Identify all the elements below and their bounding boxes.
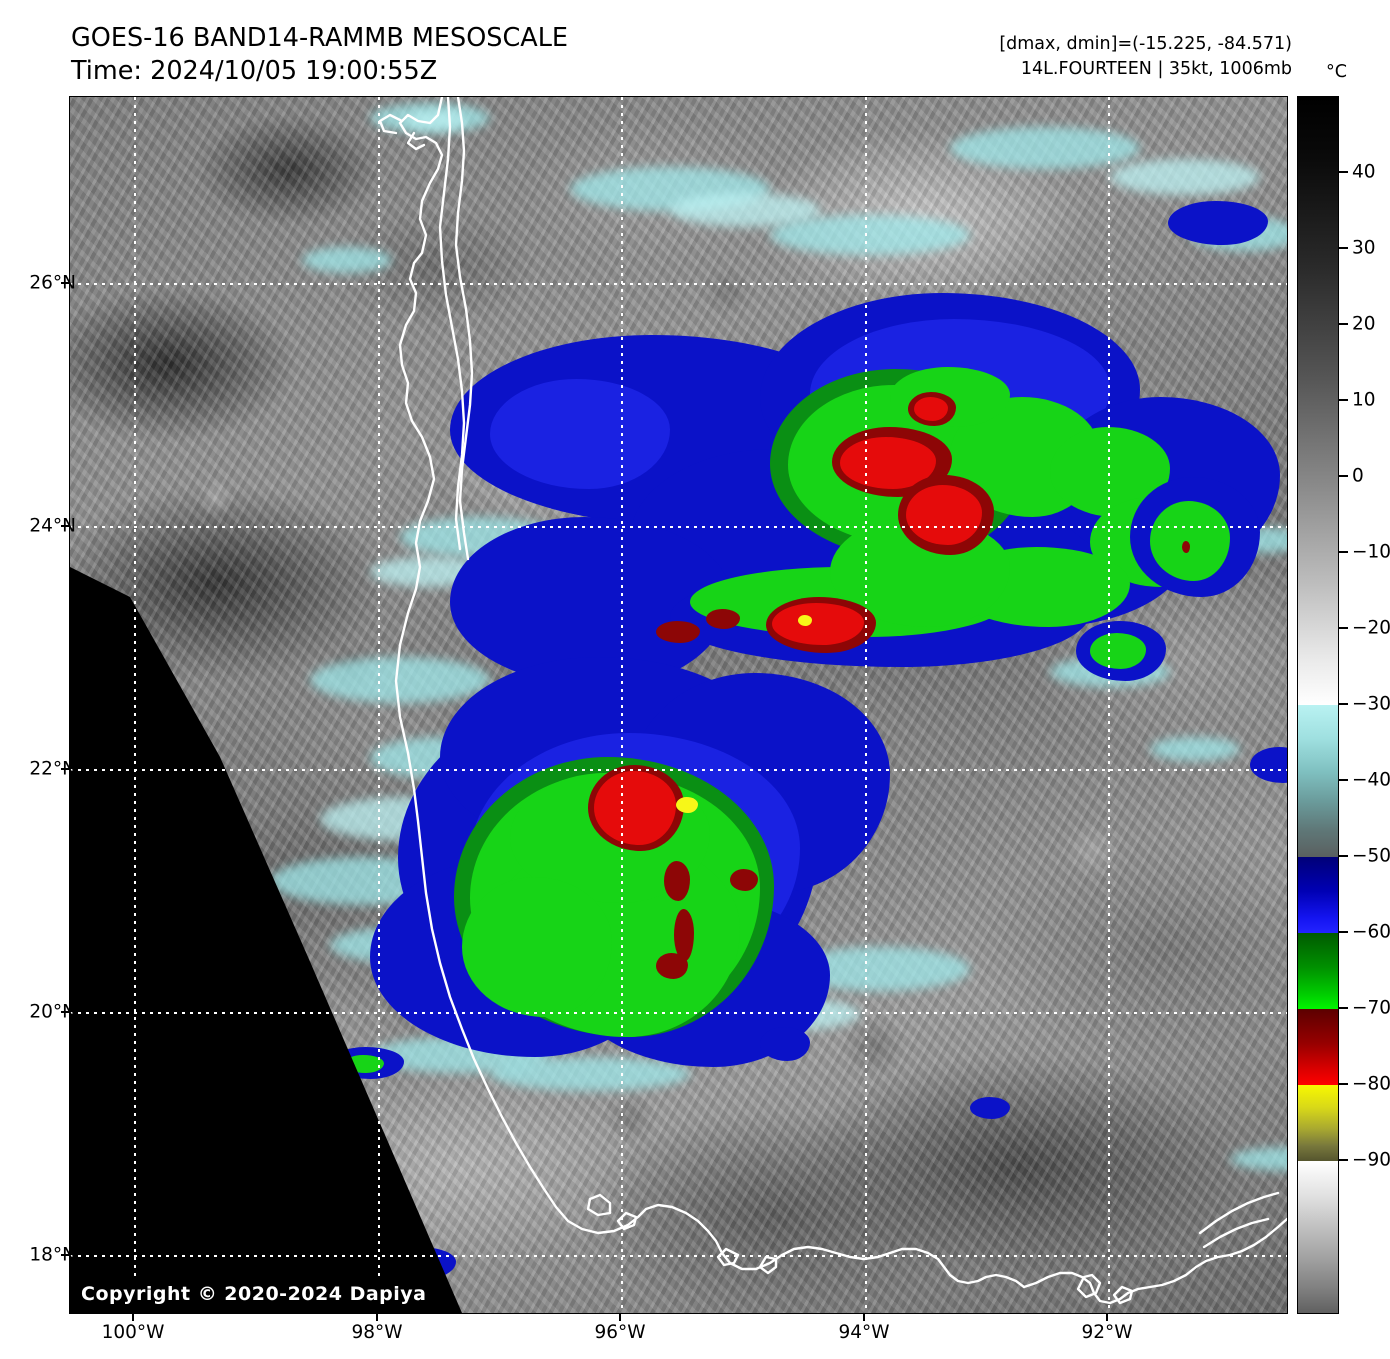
- page-title: GOES-16 BAND14-RAMMB MESOSCALE Time: 202…: [71, 22, 568, 88]
- colorbar[interactable]: [1297, 96, 1339, 1314]
- x-tick-label: 98°W: [351, 1322, 403, 1343]
- colorbar-tick-label: −10: [1352, 541, 1390, 563]
- colorbar-gradient: [1298, 97, 1338, 1313]
- colorbar-tick-label: −30: [1352, 693, 1390, 715]
- data-range-text: [dmax, dmin]=(-15.225, -84.571): [999, 34, 1292, 54]
- colorbar-tick-label: 10: [1352, 389, 1376, 411]
- title-line-2: Time: 2024/10/05 19:00:55Z: [71, 56, 438, 86]
- x-tick-label: 100°W: [101, 1322, 165, 1343]
- no-data-region: [70, 567, 462, 1313]
- colorbar-tick-label: 40: [1352, 161, 1376, 183]
- y-tick-label: 26°N: [29, 272, 76, 294]
- colorbar-unit-label: °C: [1326, 62, 1347, 82]
- x-tick-label: 96°W: [594, 1322, 646, 1343]
- colorbar-tick-label: 20: [1352, 313, 1376, 335]
- copyright-watermark: Copyright © 2020-2024 Dapiya: [69, 1277, 439, 1312]
- colorbar-tick-label: −90: [1352, 1149, 1390, 1171]
- metadata-block: [dmax, dmin]=(-15.225, -84.571) 14L.FOUR…: [999, 32, 1292, 82]
- colorbar-tick-label: −20: [1352, 617, 1390, 639]
- colorbar-tick-label: 0: [1352, 465, 1364, 487]
- storm-info-text: 14L.FOURTEEN | 35kt, 1006mb: [1020, 59, 1292, 79]
- y-tick-label: 22°N: [29, 758, 76, 780]
- x-tick-label: 94°W: [838, 1322, 890, 1343]
- y-tick-label: 24°N: [29, 515, 76, 537]
- satellite-image-plot[interactable]: [69, 96, 1288, 1314]
- colorbar-tick-label: −60: [1352, 921, 1390, 943]
- y-tick-label: 18°N: [29, 1244, 76, 1266]
- colorbar-tick-label: 30: [1352, 237, 1376, 259]
- colorbar-tick-label: −40: [1352, 769, 1390, 791]
- colorbar-tick-label: −70: [1352, 997, 1390, 1019]
- y-tick-label: 20°N: [29, 1001, 76, 1023]
- x-tick-label: 92°W: [1081, 1322, 1133, 1343]
- coastline-overlay: [378, 97, 1287, 1305]
- colorbar-tick-label: −50: [1352, 845, 1390, 867]
- title-line-1: GOES-16 BAND14-RAMMB MESOSCALE: [71, 23, 569, 53]
- colorbar-tick-label: −80: [1352, 1073, 1390, 1095]
